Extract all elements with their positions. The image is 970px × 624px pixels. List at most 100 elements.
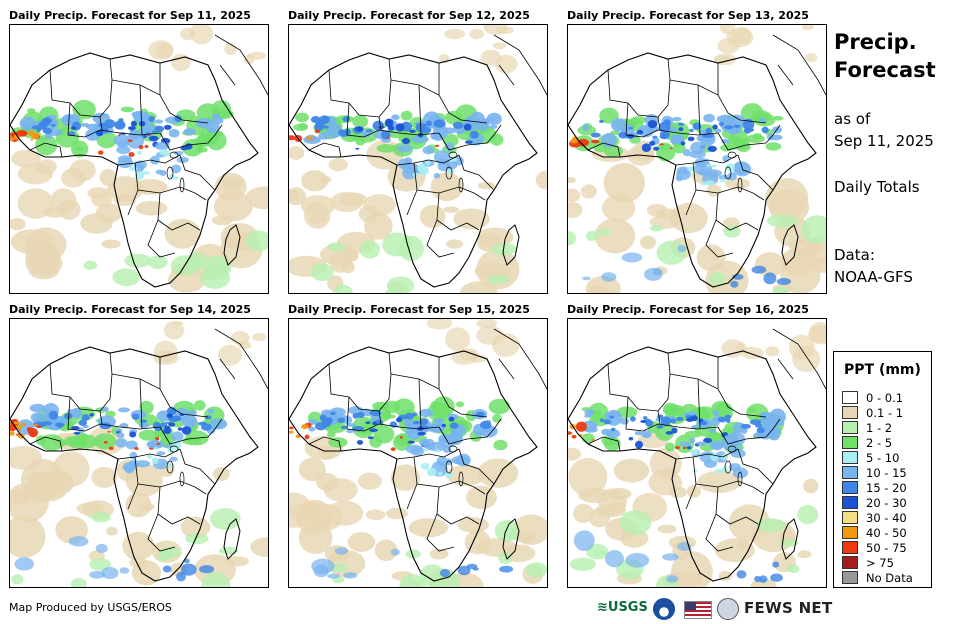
precip-cell [689,437,696,443]
country-border [717,124,781,151]
precip-cell [134,447,139,450]
precip-cell [707,145,717,152]
precip-cell [649,447,682,480]
precip-cell [177,427,183,431]
precip-cell [690,449,699,455]
precip-cell [393,398,415,417]
precip-cell [756,427,765,434]
precip-cell [584,426,598,433]
country-border [625,102,719,138]
precip-cell [419,418,429,425]
precip-cell [141,171,150,175]
precip-cell [119,423,129,428]
precip-cell [669,126,678,133]
precip-cell [172,321,184,326]
precip-cell [122,531,155,561]
precip-cell [129,166,138,172]
precip-cell [717,416,727,423]
precip-cell [395,123,405,132]
precip-cell [670,202,708,234]
legend-item: 0.1 - 1 [842,406,903,420]
precip-cell [686,485,701,498]
precip-cell [797,505,819,525]
precip-cell [801,215,826,244]
precip-cell [488,398,510,415]
country-border [715,192,759,231]
precip-cell [696,135,705,142]
lake-outline [458,177,464,193]
precip-cell [308,418,318,425]
map-credit: Map Produced by USGS/EROS [9,601,172,614]
precip-cell [696,244,726,272]
precip-cell [139,121,146,127]
precip-cell [413,420,420,425]
precip-cell [304,202,331,229]
precip-cell [355,147,360,150]
precip-cell [378,125,385,129]
precip-cell [131,413,140,420]
legend-item: 30 - 40 [842,511,907,525]
precip-cell [152,457,159,461]
lake-outline [179,471,185,487]
precip-cell [330,411,336,416]
precip-cell [432,418,444,424]
precip-cell [68,131,76,136]
africa-coastline [568,346,817,582]
precip-cell [662,553,679,561]
precip-cell [372,421,377,426]
precip-cell [687,166,695,172]
country-border [426,513,455,552]
precip-cell [715,468,724,473]
precip-cell [326,123,342,139]
precip-cell [101,406,109,412]
precip-cell [590,438,595,441]
precip-cell [761,126,769,134]
country-border [127,189,139,216]
precip-cell [405,412,414,420]
precip-cell [29,403,46,413]
precip-cell [580,184,597,199]
precip-cell [670,136,684,145]
country-border [406,483,418,510]
country-border [378,410,382,425]
precip-cell [420,462,430,470]
precip-cell [18,428,22,431]
precip-cell [680,141,686,146]
precip-cell [466,485,497,510]
country-border [159,124,223,151]
precip-cell [390,464,420,491]
precip-cell [148,255,168,269]
africa-coastline [289,346,538,582]
country-border [657,116,661,131]
precip-cell [289,430,294,434]
lake-outline [737,471,743,487]
lake-outline [727,445,737,453]
precip-cell [438,433,452,443]
precip-cell [125,440,138,450]
lake-outline [166,166,174,180]
precip-cell [435,449,440,453]
precip-cell [706,184,722,197]
precip-cell [82,424,89,429]
lake-outline [445,460,453,474]
precip-cell [166,413,174,419]
precip-cell [327,573,340,579]
precip-cell [755,518,787,533]
precip-cell [714,128,722,133]
precip-cell [89,570,106,579]
precip-cell [436,456,448,467]
precip-cell [603,419,612,425]
precip-cell [17,188,54,219]
precip-cell [765,346,780,357]
country-border [625,396,719,432]
precip-cell [603,163,645,203]
lake-outline [169,151,179,159]
precip-cell [409,129,416,133]
precip-cell [417,163,427,173]
precip-cell [148,40,173,60]
precip-cell [425,160,431,166]
precip-cell [211,215,233,226]
as-of-date: as of Sep 11, 2025 [834,108,934,152]
precip-cell [153,340,178,363]
precip-cell [682,148,691,157]
